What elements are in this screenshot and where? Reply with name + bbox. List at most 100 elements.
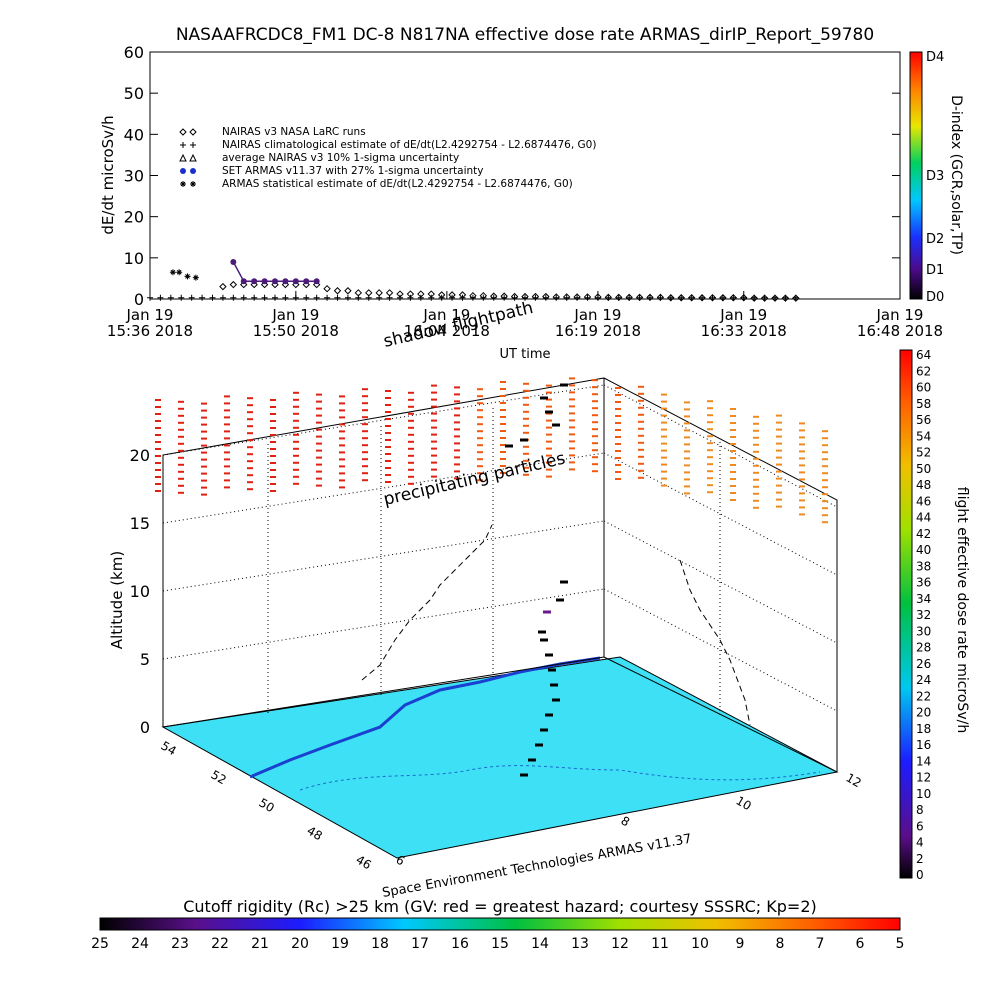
d-index-colorbar xyxy=(909,51,923,300)
altitude-tick-label: 5 xyxy=(140,650,150,669)
y-tick-label: 20 xyxy=(124,208,144,227)
dose-tick-label: 56 xyxy=(916,413,931,427)
plus-marker xyxy=(584,294,591,301)
dose-tick-label: 60 xyxy=(916,381,931,395)
dose-colorbar-label: flight effective dose rate microSv/h xyxy=(954,487,970,733)
series-marks xyxy=(147,258,800,302)
dose-tick-label: 2 xyxy=(916,852,924,866)
rc-tick-label: 8 xyxy=(776,936,785,952)
diamond-marker xyxy=(333,287,342,295)
rc-title: Cutoff rigidity (Rc) >25 km (GV: red = g… xyxy=(183,897,817,916)
dose-tick-label: 34 xyxy=(916,592,931,606)
dot-marker xyxy=(303,278,310,285)
plus-marker xyxy=(553,294,560,301)
plus-marker xyxy=(438,294,445,301)
dose-tick-label: 28 xyxy=(916,641,931,655)
star-marker xyxy=(180,181,186,187)
dose-tick-label: 6 xyxy=(916,819,924,833)
diamond-marker xyxy=(250,280,258,289)
latitude-tick: 46 xyxy=(354,852,374,872)
dose-tick-label: 30 xyxy=(916,624,931,638)
plus-marker xyxy=(522,294,528,301)
dot-marker xyxy=(190,168,196,174)
altitude-label: Altitude (km) xyxy=(108,551,126,649)
dot-marker xyxy=(261,278,268,285)
plus-marker xyxy=(605,294,612,301)
star-marker xyxy=(190,181,196,187)
rc-tick-label: 19 xyxy=(331,936,349,952)
dose-tick-label: 58 xyxy=(916,397,931,411)
diamond-marker xyxy=(792,294,800,302)
dose-colorbar xyxy=(899,349,913,879)
plus-marker xyxy=(730,294,737,301)
diamond-marker xyxy=(240,280,248,289)
diamond-marker xyxy=(229,280,238,289)
plus-marker xyxy=(190,142,196,148)
plus-marker xyxy=(282,294,289,301)
plus-marker xyxy=(719,294,726,301)
plus-marker xyxy=(459,294,466,301)
plus-marker xyxy=(397,294,403,301)
x-tick-time: 16:04 2018 xyxy=(404,322,490,340)
dose-tick-label: 4 xyxy=(916,836,924,850)
plus-marker xyxy=(792,294,799,301)
plus-marker xyxy=(699,294,706,301)
y-tick-label: 40 xyxy=(124,125,144,144)
x-tick-date: Jan 19 xyxy=(126,306,174,324)
plus-marker xyxy=(761,294,768,301)
plus-marker xyxy=(147,294,153,301)
dot-marker xyxy=(180,168,186,174)
diamond-marker xyxy=(781,294,790,302)
altitude-gridline xyxy=(162,384,605,456)
dose-tick-label: 36 xyxy=(916,576,931,590)
y-tick-label: 60 xyxy=(124,43,144,62)
plus-marker xyxy=(751,294,758,301)
rc-tick-label: 24 xyxy=(131,936,149,952)
y-tick-label: 50 xyxy=(124,84,144,103)
rc-tick-label: 21 xyxy=(251,936,269,952)
latitude-tick: 52 xyxy=(209,767,229,787)
plus-marker xyxy=(303,294,310,301)
plus-marker xyxy=(449,294,456,301)
plus-marker xyxy=(334,294,341,301)
rc-tick-label: 22 xyxy=(211,936,229,952)
diamond-marker xyxy=(323,285,331,293)
plus-marker xyxy=(490,294,497,301)
dot-marker xyxy=(272,278,278,285)
shadow-flightpath xyxy=(361,524,493,681)
plus-marker xyxy=(428,294,435,301)
legend-entry: average NAIRAS v3 10% 1-sigma uncertaint… xyxy=(222,152,459,164)
plus-marker xyxy=(626,294,633,301)
rc-tick-label: 17 xyxy=(411,936,429,952)
latitude-tick: 54 xyxy=(159,738,179,758)
x-tick-time: 16:33 2018 xyxy=(701,322,787,340)
plus-marker xyxy=(417,294,424,301)
x-tick-time: 16:19 2018 xyxy=(555,322,641,340)
plus-marker xyxy=(574,294,581,301)
rc-tick-label: 20 xyxy=(291,936,309,952)
dose-tick-label: 0 xyxy=(916,868,924,882)
plus-marker xyxy=(219,294,226,301)
dose-tick-label: 14 xyxy=(916,754,931,768)
plus-marker xyxy=(344,294,351,301)
plus-marker xyxy=(501,294,508,301)
star-marker xyxy=(184,273,191,280)
dose-tick-label: 32 xyxy=(916,608,931,622)
plus-marker xyxy=(709,294,716,301)
d-index-label: D-index (GCR,solar,TP) xyxy=(948,95,964,255)
rc-tick-label: 25 xyxy=(91,936,109,952)
dose-tick-label: 46 xyxy=(916,494,931,508)
cutoff-rigidity-bar: Cutoff rigidity (Rc) >25 km (GV: red = g… xyxy=(91,897,904,952)
dose-tick-label: 44 xyxy=(916,511,931,525)
y-tick-label: 30 xyxy=(124,167,144,186)
plus-marker xyxy=(511,294,518,301)
dot-marker xyxy=(292,278,299,285)
wall-gridlines xyxy=(162,384,838,715)
precip-annotation: precipitating particles xyxy=(382,449,568,510)
x-axis-label: UT time xyxy=(500,347,551,362)
plus-marker xyxy=(324,294,331,301)
rc-tick-label: 10 xyxy=(691,936,709,952)
altitude-gridline xyxy=(162,588,605,660)
d-index-ticks: D4 D3 D2 D1 D0 xyxy=(926,50,944,305)
